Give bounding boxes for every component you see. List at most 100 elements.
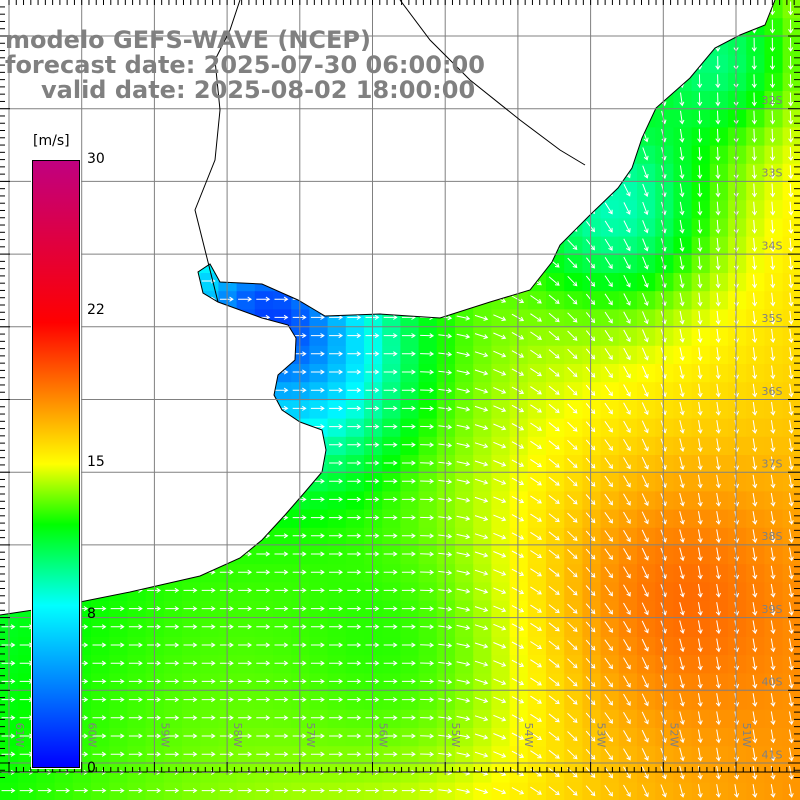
speed-cell [473, 18, 492, 37]
wind-arrow [679, 92, 685, 107]
wind-arrow [548, 349, 560, 359]
speed-cell [109, 364, 128, 383]
wind-arrow [604, 748, 613, 761]
wind-arrow [292, 5, 307, 11]
speed-cell [254, 436, 274, 456]
speed-cell [127, 673, 147, 693]
speed-cell [291, 145, 310, 165]
speed-cell [382, 782, 401, 800]
wind-arrow [456, 351, 471, 358]
speed-cell [473, 127, 492, 147]
speed-cell [637, 637, 656, 656]
wind-arrow [697, 383, 703, 398]
speed-cell [163, 564, 183, 583]
speed-cell [509, 145, 529, 165]
wind-arrow [697, 711, 703, 726]
speed-cell [109, 564, 128, 583]
speed-cell [400, 382, 420, 401]
wind-arrow [110, 496, 125, 502]
wind-arrow [456, 661, 471, 667]
speed-cell [764, 709, 784, 729]
wind-arrow [474, 788, 489, 795]
wind-arrow [310, 569, 325, 575]
speed-cell [527, 145, 547, 165]
speed-cell [455, 327, 474, 347]
wind-arrow [567, 731, 578, 742]
speed-cell [254, 273, 274, 292]
wind-arrow [456, 297, 471, 303]
speed-cell [782, 0, 800, 19]
wind-arrow [679, 511, 685, 525]
speed-cell [782, 109, 800, 128]
speed-cell [473, 364, 492, 383]
wind-arrow [310, 442, 325, 448]
wind-arrow [201, 223, 216, 229]
wind-arrow [92, 715, 107, 721]
speed-cell [400, 600, 420, 620]
speed-cell [400, 182, 420, 201]
wind-arrow [128, 187, 143, 193]
wind-arrow [183, 442, 198, 448]
wind-arrow [548, 513, 560, 523]
speed-cell [491, 109, 511, 128]
wind-arrow [788, 565, 794, 580]
wind-arrow [110, 351, 125, 357]
speed-cell [637, 182, 656, 201]
speed-cell [509, 491, 529, 511]
wind-arrow [493, 186, 507, 194]
speed-cell [327, 637, 347, 656]
wind-arrow [641, 675, 649, 689]
wind-arrow [530, 258, 542, 268]
wind-arrow [530, 622, 542, 631]
wind-arrow [165, 187, 180, 193]
speed-cell [91, 618, 110, 638]
wind-arrow [752, 638, 758, 653]
speed-cell [436, 782, 456, 800]
speed-cell [91, 709, 110, 729]
speed-cell [54, 782, 74, 800]
wind-arrow [493, 787, 507, 795]
speed-cell [91, 400, 110, 420]
speed-cell [309, 746, 329, 765]
wind-arrow [329, 515, 344, 521]
speed-cell [418, 436, 438, 456]
speed-cell [673, 200, 693, 219]
wind-arrow [420, 187, 435, 193]
wind-arrow [642, 220, 649, 234]
wind-arrow [201, 788, 216, 794]
speed-cell [327, 491, 347, 511]
wind-arrow [256, 788, 271, 794]
wind-arrow [347, 351, 362, 357]
speed-cell [400, 764, 420, 784]
wind-arrow [679, 438, 685, 453]
wind-arrow [715, 511, 721, 525]
speed-cell [145, 709, 165, 729]
wind-arrow [715, 74, 721, 89]
speed-cell [418, 491, 438, 511]
speed-cell [436, 637, 456, 656]
wind-arrow [274, 460, 289, 466]
lat-label: 38S [762, 530, 783, 543]
wind-arrow [238, 260, 253, 266]
speed-cell [509, 236, 529, 256]
speed-cell [764, 72, 784, 92]
speed-cell [200, 600, 219, 620]
wind-arrow [679, 547, 685, 562]
speed-cell [18, 764, 37, 784]
speed-cell [327, 600, 347, 620]
speed-cell [655, 236, 674, 256]
wind-arrow [92, 242, 107, 248]
wind-arrow [147, 442, 162, 448]
wind-arrow [548, 658, 560, 668]
wind-arrow [567, 184, 578, 196]
speed-cell [327, 291, 347, 310]
wind-arrow [679, 219, 685, 234]
speed-cell [345, 327, 365, 347]
speed-cell [345, 382, 365, 401]
wind-arrow [128, 205, 143, 211]
speed-cell [491, 600, 511, 620]
wind-arrow [92, 5, 107, 11]
speed-cell [382, 309, 401, 329]
wind-arrow [493, 314, 507, 322]
wind-arrow [274, 551, 289, 557]
